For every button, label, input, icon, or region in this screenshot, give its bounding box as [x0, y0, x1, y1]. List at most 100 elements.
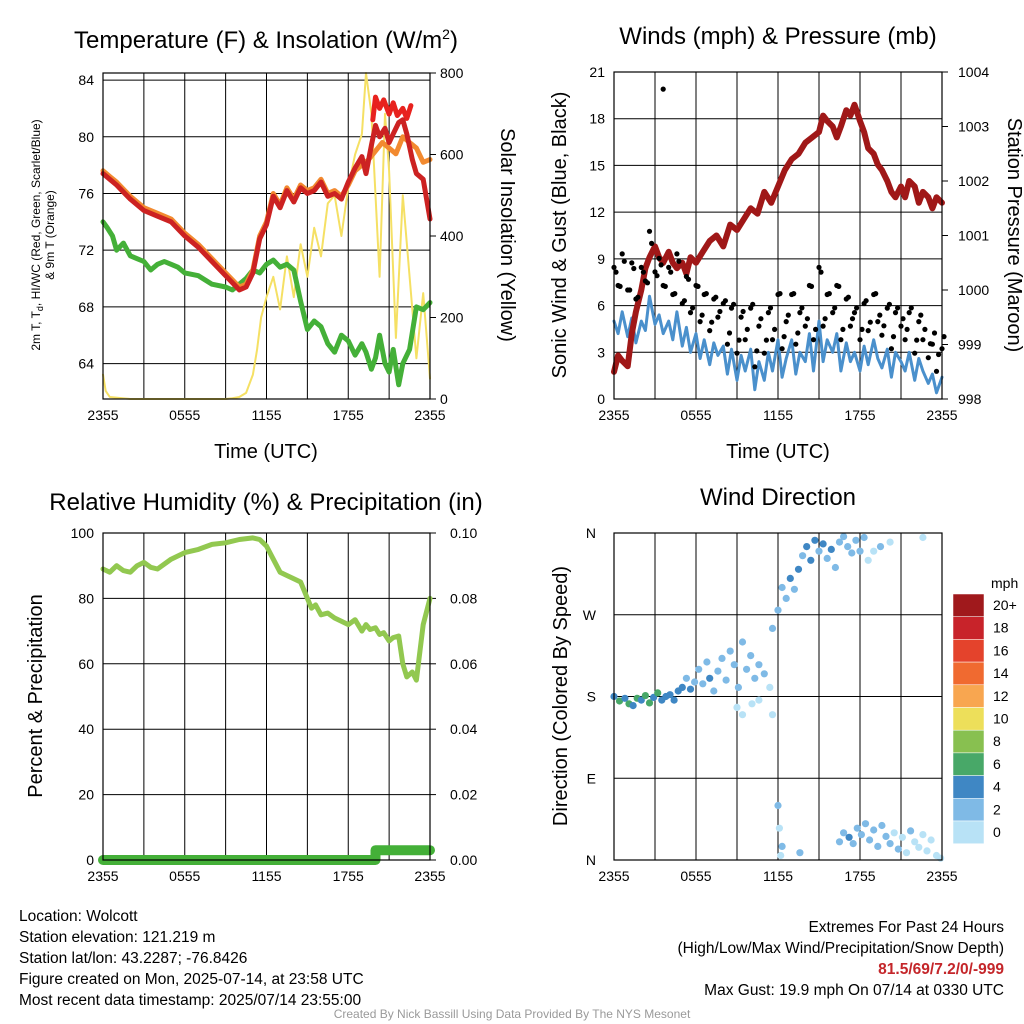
humidity-y-tick-label: 40 — [78, 721, 94, 737]
gust-point — [906, 310, 912, 316]
gust-point — [724, 341, 731, 347]
gust-point — [685, 276, 692, 282]
direction-point — [811, 536, 819, 544]
direction-point — [840, 829, 848, 837]
gust-point — [640, 269, 647, 275]
gust-point — [754, 348, 760, 354]
gust-point — [674, 251, 680, 257]
insolation-y-tick-label: 600 — [440, 147, 464, 163]
gust-point — [662, 283, 668, 289]
gust-point — [793, 341, 799, 347]
gust-point — [666, 264, 672, 270]
direction-point — [751, 674, 759, 682]
legend-swatch — [952, 593, 985, 617]
direction-point — [923, 847, 931, 855]
legend-swatch — [952, 729, 985, 754]
direction-point — [796, 849, 804, 857]
wind-x-tick-label: 2355 — [926, 407, 957, 423]
gust-point — [763, 337, 770, 343]
gust-point — [781, 334, 787, 340]
legend-swatch — [952, 616, 985, 640]
gust-point — [849, 316, 856, 322]
gust-point — [709, 319, 715, 325]
temperature-y-tick-label: 76 — [78, 185, 94, 201]
direction-point — [845, 833, 853, 841]
legend-swatch — [952, 798, 985, 822]
gust-point — [873, 291, 879, 297]
direction-point — [726, 647, 734, 655]
gust-point — [912, 350, 918, 356]
wind-plot-frame — [613, 71, 943, 400]
gust-point — [619, 251, 625, 257]
direction-point — [730, 661, 738, 669]
gust-point — [797, 310, 803, 316]
gust-point — [638, 264, 644, 270]
temperature-y-tick-label: 68 — [78, 299, 94, 315]
wind-xlabel: Time (UTC) — [726, 441, 830, 463]
direction-point — [915, 843, 923, 851]
gust-point — [865, 328, 871, 334]
direction-point — [848, 549, 856, 557]
legend-label: 4 — [993, 779, 1001, 795]
direction-point — [699, 680, 707, 688]
gust-point — [931, 330, 938, 336]
direction-point — [645, 699, 654, 707]
humidity-y-tick-label: 60 — [78, 656, 94, 672]
direction-y-tick-label: E — [587, 770, 596, 786]
direction-point — [864, 556, 872, 564]
gust-point — [726, 330, 733, 336]
temperature-ylabel-line2: & 9m T (Orange) — [43, 190, 57, 280]
gust-point — [717, 308, 723, 315]
precip-y-tick-label: 0.10 — [450, 525, 477, 541]
gust-point — [713, 294, 719, 300]
direction-point — [882, 832, 890, 841]
legend-swatch — [952, 639, 985, 663]
direction-point — [768, 711, 777, 719]
precip-y-tick-label: 0.04 — [450, 721, 477, 737]
legend-label: 10 — [993, 711, 1009, 727]
gust-point — [672, 291, 678, 297]
direction-point — [686, 685, 695, 693]
gust-point — [816, 264, 822, 270]
gust-point — [810, 337, 817, 343]
legend-title: mph — [991, 575, 1018, 591]
gust-point — [922, 326, 928, 332]
gust-point — [936, 351, 942, 358]
wind-y-tick-label: 12 — [589, 204, 605, 220]
direction-point — [819, 540, 827, 548]
direction-point — [766, 683, 774, 692]
direction-point — [743, 665, 751, 673]
direction-point — [755, 696, 763, 704]
direction-point — [794, 565, 803, 573]
gust-point — [920, 337, 926, 343]
gust-point — [791, 291, 797, 297]
legend-swatch — [952, 684, 985, 708]
gust-point — [832, 305, 838, 311]
gust-point — [772, 326, 778, 332]
gust-point — [895, 305, 901, 311]
direction-point — [840, 533, 848, 541]
direction-panel-title: Wind Direction — [700, 484, 856, 511]
gust-point — [613, 269, 619, 275]
gust-point — [879, 332, 885, 338]
direction-point — [919, 533, 927, 542]
direction-point — [621, 694, 629, 702]
gust-point — [840, 326, 846, 332]
gust-point — [857, 337, 863, 343]
direction-point — [890, 829, 898, 837]
direction-point — [710, 687, 718, 695]
direction-point — [778, 842, 786, 851]
direction-point — [902, 849, 911, 857]
humidity-x-tick-label: 2355 — [414, 868, 445, 884]
max-gust: Max Gust: 19.9 mph On 07/14 at 0330 UTC — [704, 982, 1004, 999]
gust-point — [918, 312, 924, 318]
direction-point — [886, 840, 894, 848]
gust-point — [756, 323, 762, 329]
temperature-y-tick-label: 84 — [78, 72, 94, 88]
direction-x-tick-label: 1155 — [763, 868, 793, 884]
gust-point — [820, 323, 826, 329]
direction-x-tick-label: 0555 — [680, 868, 711, 884]
gust-point — [813, 326, 819, 332]
temperature-xlabel: Time (UTC) — [214, 441, 318, 463]
direction-point — [886, 538, 894, 546]
